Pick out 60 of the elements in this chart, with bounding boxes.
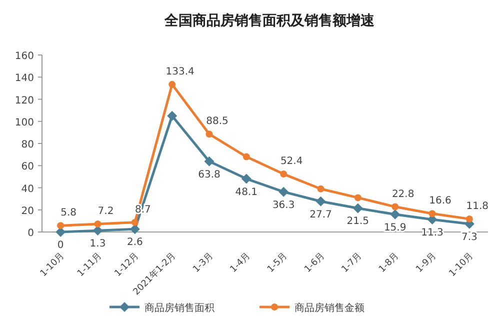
point — [92, 226, 103, 236]
x-tick-label: 1-3月 — [192, 251, 216, 275]
point — [57, 222, 64, 230]
x-tick-label: 1-5月 — [266, 251, 290, 275]
y-tick-label: 20 — [21, 206, 34, 217]
y-tick-label: 140 — [14, 73, 34, 84]
y-tick-label: 60 — [21, 162, 34, 173]
data-label: 7.2 — [98, 206, 114, 218]
data-label: 16.6 — [429, 196, 452, 207]
point — [392, 203, 399, 210]
point — [204, 156, 214, 166]
point — [131, 218, 138, 226]
data-label: 2.6 — [126, 237, 143, 248]
y-tick-label: 100 — [14, 117, 34, 128]
data-label: 21.5 — [346, 216, 370, 228]
y-tick-label: 160 — [14, 51, 34, 62]
chart-title: 全国商品房销售面积及销售额增速 — [164, 12, 376, 29]
point — [241, 174, 252, 184]
point — [278, 186, 289, 197]
y-tick-label: 80 — [21, 140, 34, 150]
point — [167, 110, 178, 121]
data-label: 5.8 — [60, 208, 77, 219]
data-label: 1.3 — [90, 238, 106, 250]
y-tick-label: 40 — [21, 184, 34, 195]
legend-label: 商品房销售面积 — [144, 302, 214, 314]
point — [280, 170, 288, 178]
data-label: 7.3 — [461, 232, 478, 243]
data-label: 0 — [57, 240, 64, 251]
data-label: 27.7 — [310, 209, 332, 220]
point — [317, 185, 324, 192]
data-label: 63.8 — [198, 169, 220, 180]
y-tick-label: 120 — [14, 95, 34, 106]
data-label: 11.3 — [421, 228, 444, 238]
data-label: 22.8 — [392, 188, 414, 200]
point — [466, 215, 473, 222]
legend-label: 商品房销售金额 — [294, 302, 364, 314]
x-tick-label: 1-8月 — [377, 251, 402, 275]
point — [316, 196, 326, 206]
point — [390, 209, 400, 220]
point — [168, 80, 176, 88]
x-tick-label: 1-7月 — [340, 251, 364, 275]
x-tick-label: 1-4月 — [228, 251, 253, 275]
point — [354, 194, 362, 202]
point — [352, 203, 363, 214]
point — [130, 224, 140, 234]
point — [206, 130, 213, 138]
x-tick-label: 1-9月 — [414, 251, 438, 275]
data-label: 36.3 — [272, 200, 295, 211]
data-label: 48.1 — [235, 186, 258, 198]
data-label: 15.9 — [384, 222, 406, 234]
point — [242, 153, 250, 160]
y-tick-label: 0 — [28, 228, 34, 239]
point — [94, 220, 102, 228]
point — [56, 227, 66, 237]
data-label: 133.4 — [166, 66, 194, 78]
data-label: 52.4 — [280, 156, 303, 168]
x-tick-label: 1-6月 — [303, 251, 327, 275]
point — [428, 210, 436, 218]
data-label: 88.5 — [206, 116, 228, 128]
data-label: 11.8 — [466, 200, 489, 212]
